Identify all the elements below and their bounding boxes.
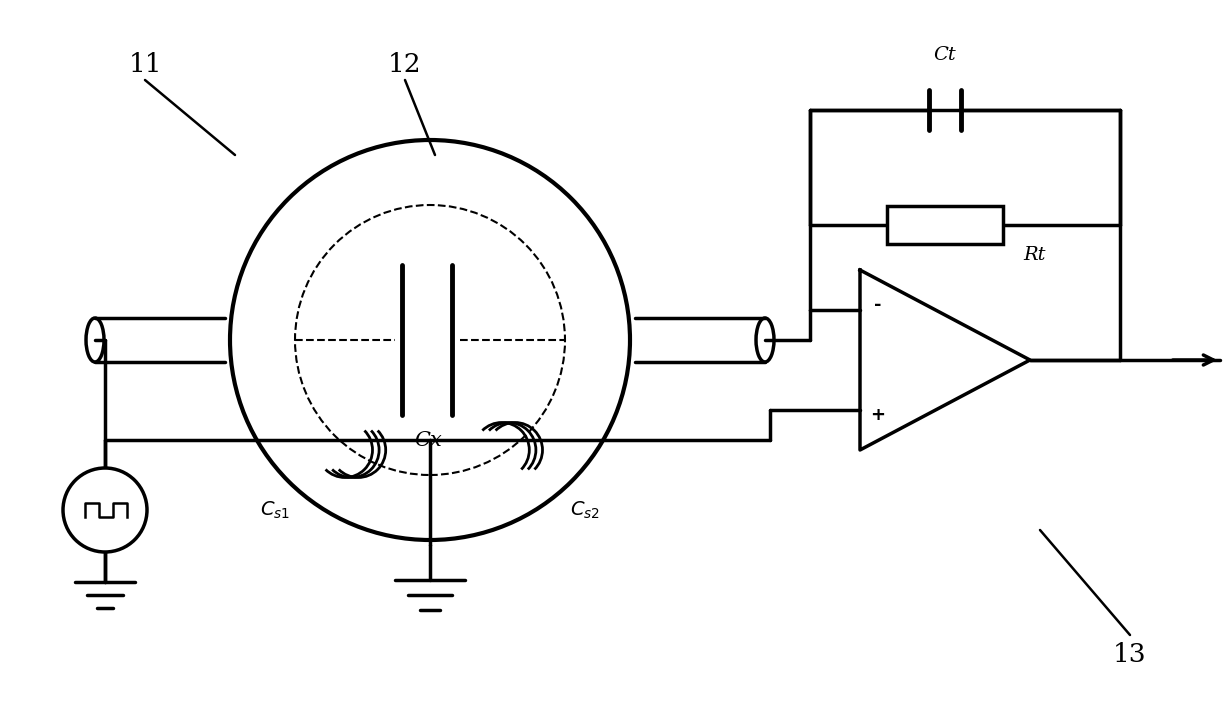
Text: $C_{s2}$: $C_{s2}$ [570, 499, 600, 520]
Text: +: + [870, 406, 886, 424]
Text: Rt: Rt [1024, 246, 1046, 264]
Text: Ct: Ct [934, 46, 956, 64]
Circle shape [230, 140, 630, 540]
Text: 13: 13 [1113, 643, 1147, 667]
Text: $C_{s1}$: $C_{s1}$ [261, 499, 290, 520]
Text: 12: 12 [388, 53, 422, 77]
Text: 11: 11 [128, 53, 162, 77]
Bar [887, 206, 1003, 244]
Text: -: - [874, 296, 881, 314]
Text: Cx: Cx [414, 430, 442, 449]
Circle shape [63, 468, 147, 552]
